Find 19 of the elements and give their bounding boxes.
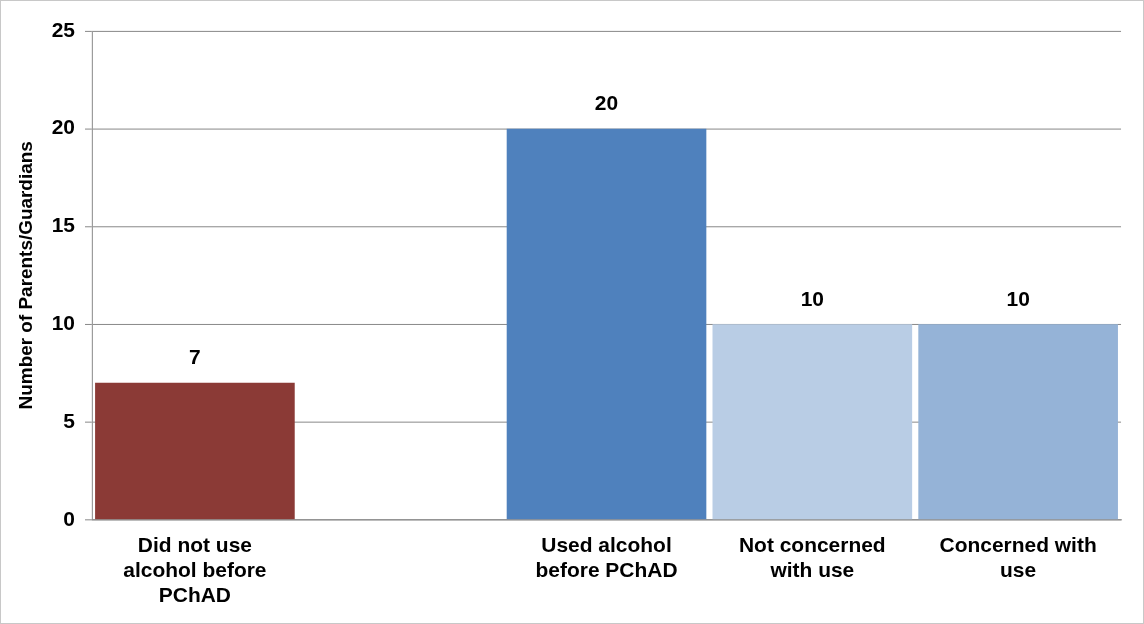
x-tick-label: Used alcohol before PChAD xyxy=(535,533,678,582)
bar xyxy=(712,324,913,520)
y-tick-label: 15 xyxy=(51,213,76,237)
x-tick-label: Did not use alcohol before PChAD xyxy=(123,533,267,607)
y-tick-label: 20 xyxy=(51,115,76,139)
data-label: 20 xyxy=(594,91,619,115)
bar xyxy=(918,324,1118,520)
x-tick-label: Concerned with use xyxy=(939,533,1097,582)
bar xyxy=(95,382,295,520)
data-label: 10 xyxy=(800,286,824,310)
y-tick-label: 10 xyxy=(51,310,76,334)
data-label: 7 xyxy=(189,345,201,369)
y-tick-label: 5 xyxy=(63,408,76,432)
data-label: 10 xyxy=(1006,286,1030,310)
y-tick-label: 0 xyxy=(63,506,76,530)
bar xyxy=(506,128,707,520)
x-tick-label: Not concerned with use xyxy=(738,533,886,582)
y-axis-title: Number of Parents/Guardians xyxy=(14,141,36,410)
y-tick-label: 25 xyxy=(51,17,76,41)
